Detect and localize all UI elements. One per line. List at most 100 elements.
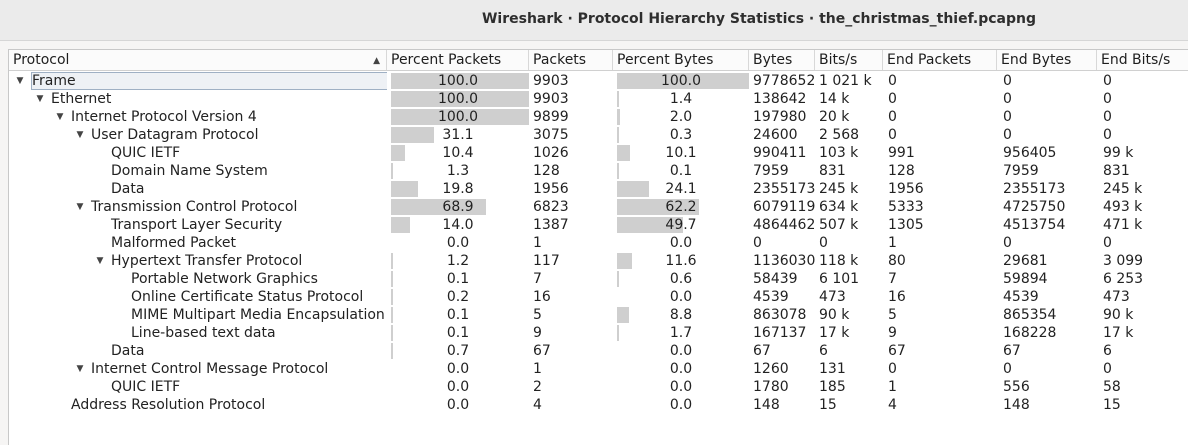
table-row[interactable]: QUIC IETF 10.4 1026 10.1 990411 103 k 991 95640… [9,144,1188,162]
expand-arrow-icon[interactable]: ▼ [96,256,104,266]
packets-value: 9903 [533,73,569,89]
table-row[interactable]: Online Certificate Status Protocol 0.2 16 0… [9,288,1188,306]
end-packets-value: 991 [888,145,915,161]
percent-bytes-value: 100.0 [660,73,702,89]
percent-bytes-value: 0.0 [669,361,693,377]
percent-bytes-bar [617,109,620,125]
expand-arrow-icon[interactable]: ▼ [76,364,84,374]
protocol-name: Data [111,343,145,359]
column-header-percent-bytes[interactable]: Percent Bytes [613,50,749,70]
protocol-hierarchy-table[interactable]: Protocol ▲ Percent Packets Packets Perce… [8,49,1188,445]
protocol-cell: Malformed Packet [9,234,387,252]
percent-packets-cell: 0.1 [387,270,529,288]
expand-arrow-icon[interactable]: ▼ [56,112,64,122]
percent-bytes-value: 62.2 [665,199,697,215]
protocol-name: Transmission Control Protocol [91,199,298,215]
percent-packets-value: 100.0 [437,73,479,89]
table-row[interactable]: ▼ Internet Protocol Version 4 100.0 9899 2.0… [9,108,1188,126]
window-titlebar[interactable]: Wireshark · Protocol Hierarchy Statistic… [0,0,1188,41]
protocol-name: Transport Layer Security [111,217,283,233]
percent-bytes-value: 24.1 [665,181,697,197]
percent-packets-cell: 14.0 [387,216,529,234]
table-row[interactable]: Portable Network Graphics 0.1 7 0.6 58439 6 1… [9,270,1188,288]
percent-packets-cell: 100.0 [387,108,529,126]
percent-packets-value: 100.0 [437,109,479,125]
column-header-bits-per-second[interactable]: Bits/s [815,50,883,70]
percent-bytes-value: 0.1 [669,163,693,179]
end-bytes-value: 556 [1003,379,1030,395]
column-header-protocol[interactable]: Protocol ▲ [9,50,387,70]
percent-bytes-bar [617,127,619,143]
percent-packets-value: 68.9 [442,199,474,215]
expand-arrow-icon[interactable]: ▼ [76,130,84,140]
end-bytes-value: 7959 [1003,163,1039,179]
protocol-cell: Transport Layer Security [9,216,387,234]
percent-packets-value: 100.0 [437,91,479,107]
bits-per-second-value: 6 101 [819,271,860,287]
percent-packets-bar [391,91,529,107]
table-row[interactable]: ▼ Transmission Control Protocol 68.9 6823 62… [9,198,1188,216]
protocol-cell: ▼ Transmission Control Protocol [9,198,387,216]
percent-packets-bar [391,127,434,143]
protocol-name: Frame [31,72,387,90]
end-bits-per-second-value: 58 [1103,379,1121,395]
table-row[interactable]: ▼ Hypertext Transfer Protocol 1.2 117 11.6 11… [9,252,1188,270]
percent-packets-bar [391,217,411,233]
end-packets-value: 1956 [888,181,924,197]
percent-packets-bar [391,145,406,161]
percent-bytes-value: 0.0 [669,343,693,359]
column-header-packets[interactable]: Packets [529,50,613,70]
percent-bytes-cell: 100.0 [613,72,749,90]
table-row[interactable]: Domain Name System 1.3 128 0.1 7959 831 128 795… [9,162,1188,180]
bytes-value: 990411 [753,145,807,161]
table-row[interactable]: Address Resolution Protocol 0.0 4 0.0 148 15 4… [9,396,1188,414]
expand-arrow-icon[interactable]: ▼ [76,202,84,212]
percent-packets-cell: 100.0 [387,72,529,90]
table-row[interactable]: Data 0.7 67 0.0 67 6 67 67 6 [9,342,1188,360]
table-row[interactable]: QUIC IETF 0.0 2 0.0 1780 185 1 556 58 [9,378,1188,396]
column-header-percent-packets[interactable]: Percent Packets [387,50,529,70]
percent-packets-value: 0.7 [446,343,470,359]
protocol-cell: ▼ Hypertext Transfer Protocol [9,252,387,270]
percent-bytes-cell: 24.1 [613,180,749,198]
packets-value: 1956 [533,181,569,197]
table-row[interactable]: ▼ Internet Control Message Protocol 0.0 1 0.… [9,360,1188,378]
percent-packets-cell: 0.0 [387,360,529,378]
end-bytes-value: 0 [1003,361,1012,377]
column-header-end-bytes[interactable]: End Bytes [997,50,1097,70]
end-bits-per-second-value: 15 [1103,397,1121,413]
percent-bytes-cell: 0.0 [613,360,749,378]
percent-bytes-cell: 49.7 [613,216,749,234]
protocol-name: MIME Multipart Media Encapsulation [131,307,385,323]
table-row[interactable]: Data 19.8 1956 24.1 2355173 245 k 1956 2355173 2… [9,180,1188,198]
end-bytes-value: 67 [1003,343,1021,359]
percent-bytes-cell: 0.6 [613,270,749,288]
expand-arrow-icon[interactable]: ▼ [16,76,24,86]
percent-packets-bar [391,163,393,179]
percent-bytes-cell: 0.0 [613,342,749,360]
end-packets-value: 1 [888,235,897,251]
column-header-bytes[interactable]: Bytes [749,50,815,70]
protocol-cell: ▼ Frame [9,72,387,90]
end-bits-per-second-value: 471 k [1103,217,1143,233]
packets-value: 1387 [533,217,569,233]
bits-per-second-value: 2 568 [819,127,860,143]
column-header-end-bits-per-second[interactable]: End Bits/s [1101,52,1171,68]
end-packets-value: 0 [888,91,897,107]
expand-arrow-icon[interactable]: ▼ [36,94,44,104]
percent-bytes-bar [617,199,700,215]
packets-value: 1 [533,235,542,251]
percent-packets-bar [391,253,393,269]
table-row[interactable]: ▼ Frame 100.0 9903 100.0 9778652 1 021 k 0 0 0 [9,72,1188,90]
percent-bytes-cell: 11.6 [613,252,749,270]
packets-value: 1026 [533,145,569,161]
percent-bytes-bar [617,253,633,269]
table-row[interactable]: MIME Multipart Media Encapsulation 0.1 5 8.… [9,306,1188,324]
table-row[interactable]: ▼ Ethernet 100.0 9903 1.4 138642 14 k 0 0 0 [9,90,1188,108]
table-row[interactable]: Malformed Packet 0.0 1 0.0 0 0 1 0 0 [9,234,1188,252]
table-row[interactable]: ▼ User Datagram Protocol 31.1 3075 0.3 24600 2… [9,126,1188,144]
table-row[interactable]: Transport Layer Security 14.0 1387 49.7 4864… [9,216,1188,234]
table-row[interactable]: Line-based text data 0.1 9 1.7 167137 17 k 9 16… [9,324,1188,342]
column-header-end-packets[interactable]: End Packets [883,50,997,70]
bits-per-second-value: 131 [819,361,846,377]
